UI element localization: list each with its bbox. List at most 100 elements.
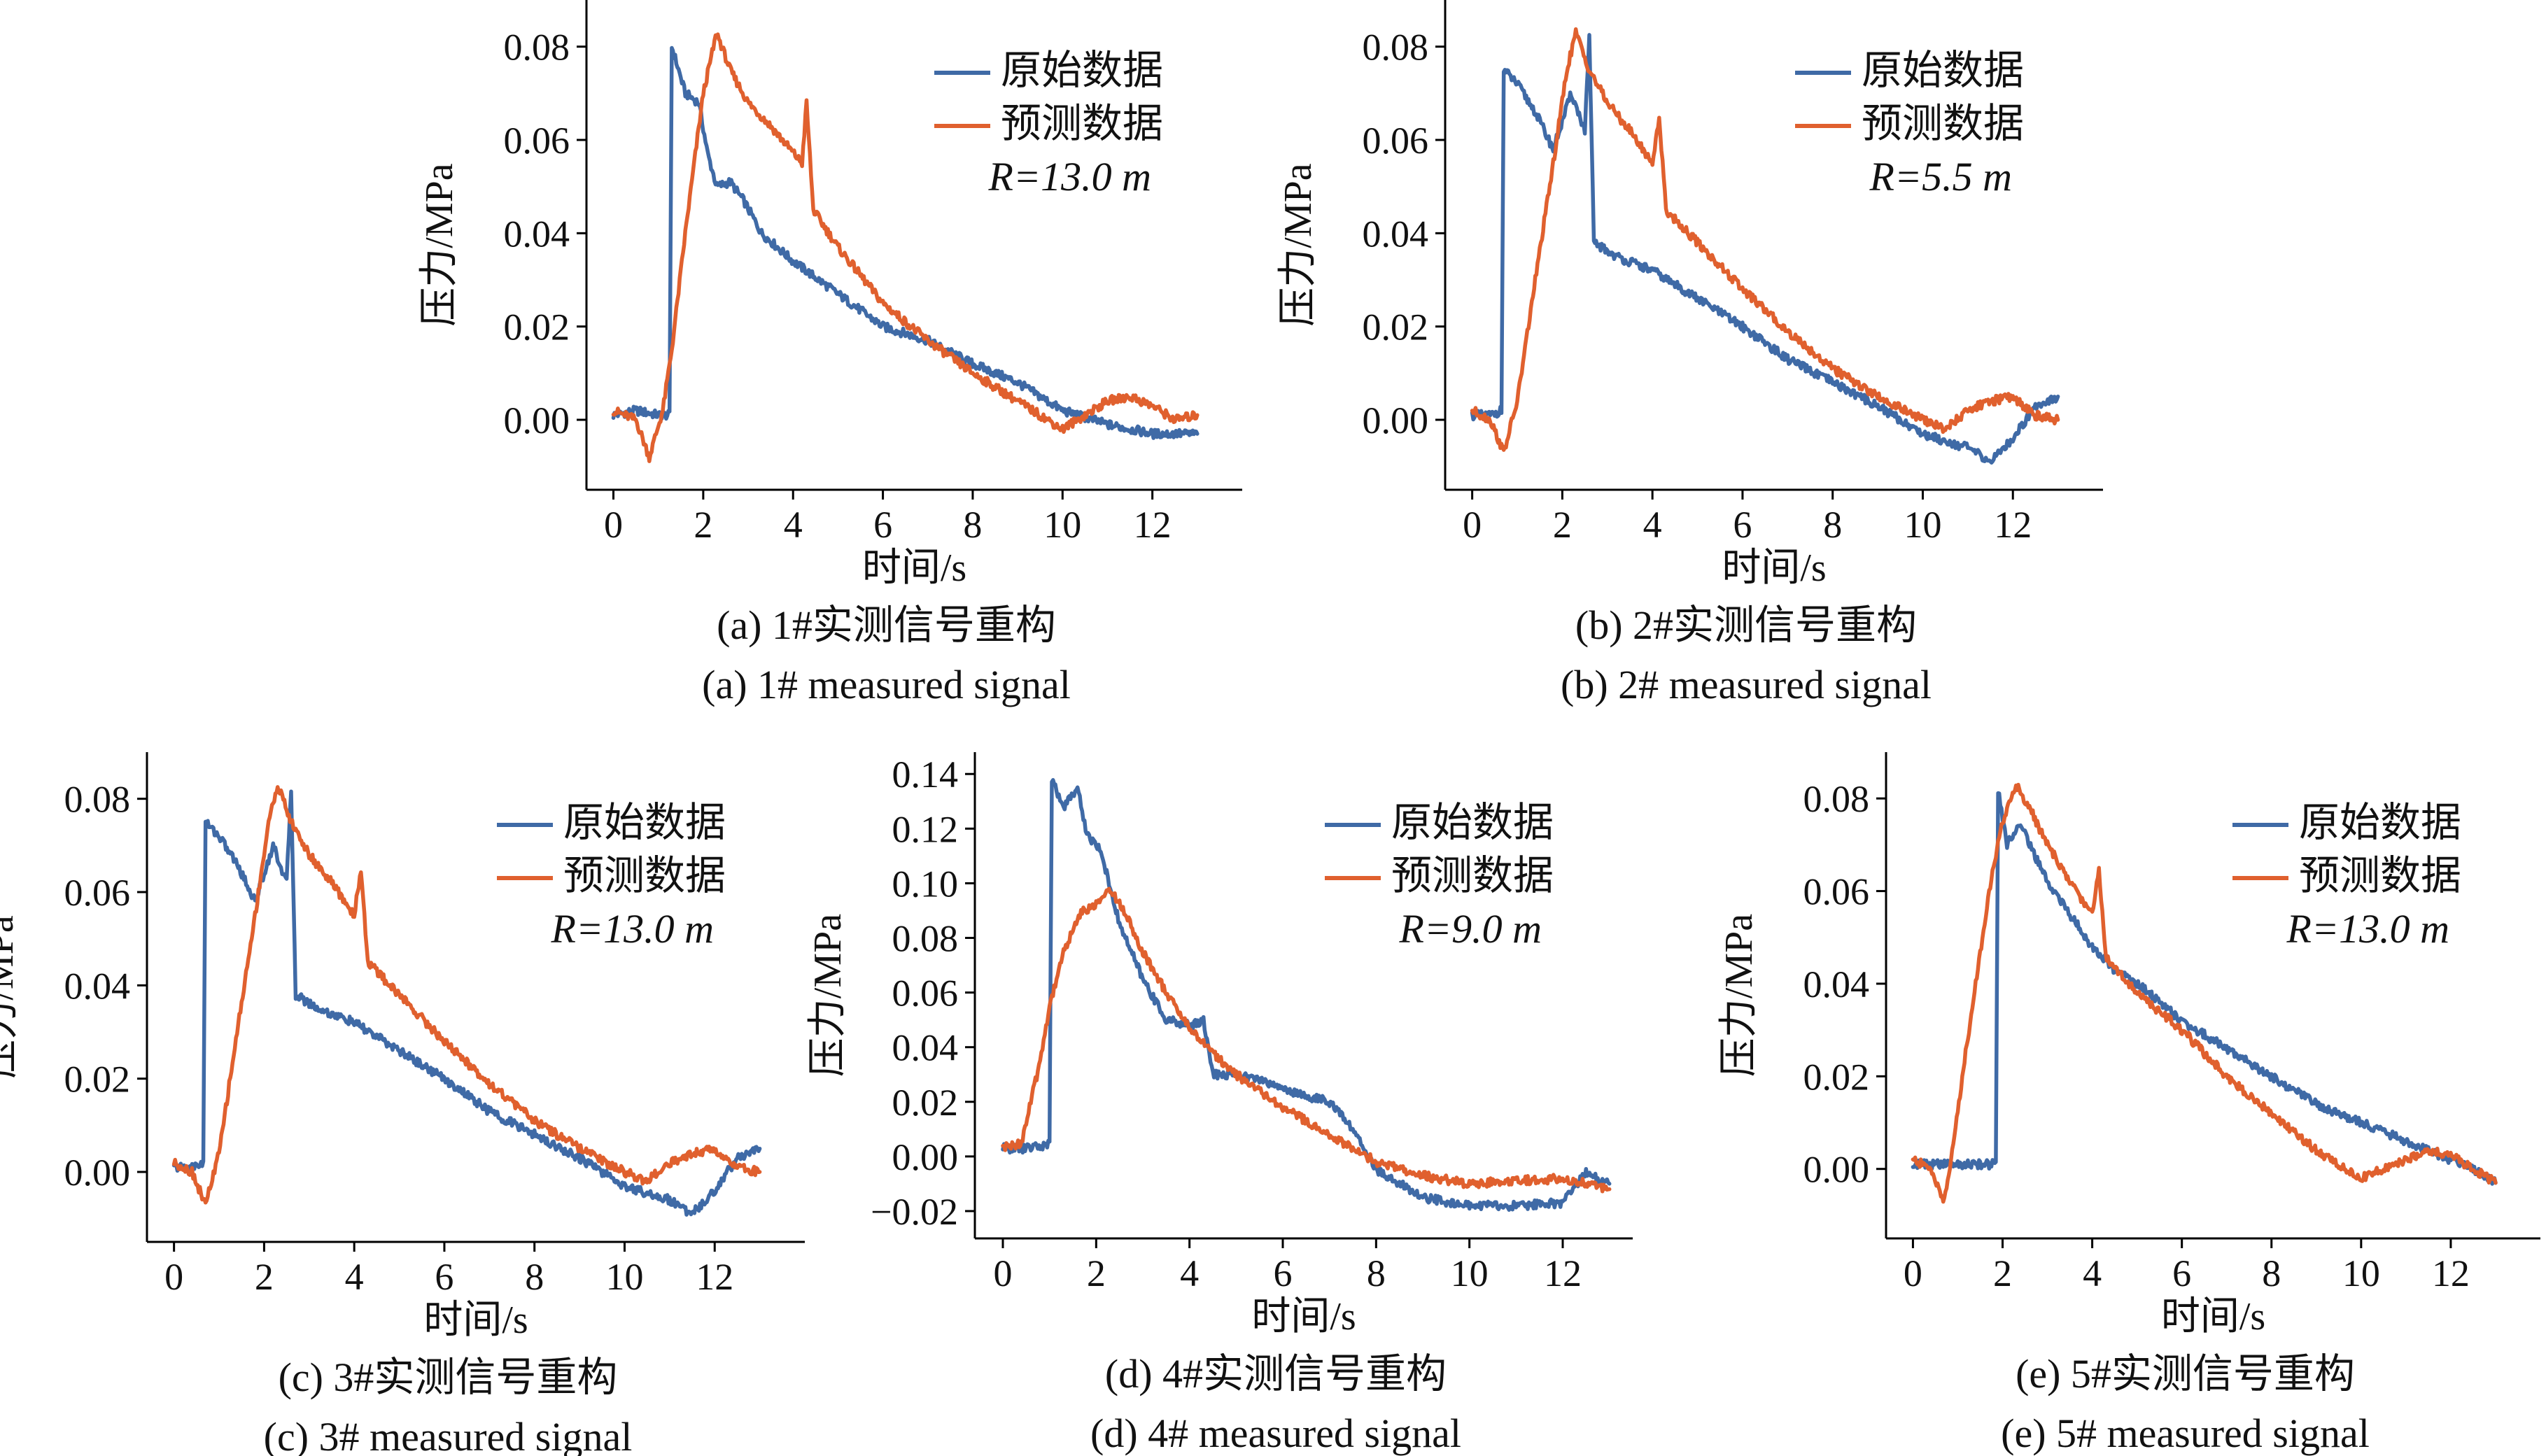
x-axis-label: 时间/s [1722,546,1826,590]
y-tick-label: 0.06 [1363,120,1429,162]
x-tick-label: 0 [1463,504,1482,546]
y-tick-label: 0.04 [1363,213,1429,255]
x-tick-label: 0 [604,504,623,546]
caption-chinese: (d) 4#实测信号重构 [1105,1351,1447,1397]
y-tick-label: 0.04 [504,213,570,255]
x-tick-label: 10 [1043,504,1081,546]
x-tick-label: 8 [1367,1252,1386,1294]
x-tick-label: 12 [696,1256,733,1298]
series-line-original [1001,778,1612,1212]
x-tick-label: 12 [1544,1252,1582,1294]
series-line-predicted [171,785,762,1205]
chart-panel-a: 0 2 4 6 8 10 12 0.00 0.02 0.04 0.06 0.08 时间/s 压力/MPa 原… [418,0,1242,707]
caption-chinese: (e) 5#实测信号重构 [2016,1351,2355,1397]
x-tick-label: 10 [1904,504,1941,546]
y-tick-label: 0.08 [64,779,131,821]
y-tick-label: 0.02 [892,1082,959,1124]
x-axis-label: 时间/s [1251,1295,1356,1338]
x-axis-label: 时间/s [862,546,966,590]
x-tick-label: 2 [255,1256,274,1298]
x-tick-label: 2 [1993,1252,2012,1294]
legend-label: 预测数据 [1391,853,1554,898]
caption-chinese: (a) 1#实测信号重构 [717,602,1056,648]
y-axis-label: 压力/MPa [0,915,22,1078]
caption-english: (e) 5# measured signal [2001,1411,2370,1456]
y-tick-label: 0.08 [1363,27,1429,69]
series-line-predicted [1470,27,2060,452]
x-tick-label: 12 [1994,504,2032,546]
x-tick-label: 0 [1904,1252,1922,1294]
chart-panel-b: 0 2 4 6 8 10 12 0.00 0.02 0.04 0.06 0.08 时间/s 压力/MPa 原… [1276,0,2103,707]
x-tick-label: 10 [605,1256,643,1298]
x-tick-label: 4 [784,504,803,546]
chart-annotation: R=13.0 m [2286,906,2449,952]
x-tick-label: 0 [994,1252,1013,1294]
chart-annotation: R=9.0 m [1399,906,1542,952]
chart-annotation: R=13.0 m [551,906,714,952]
legend-label: 原始数据 [1862,48,2024,93]
x-tick-label: 12 [2432,1252,2470,1294]
x-tick-label: 4 [1643,504,1662,546]
x-axis-label: 时间/s [423,1299,528,1342]
y-tick-label: 0.06 [1803,871,1870,913]
y-axis-label: 压力/MPa [1717,914,1761,1077]
x-tick-label: 2 [694,504,712,546]
x-tick-label: 10 [2342,1252,2380,1294]
y-tick-label: 0.04 [1803,963,1870,1005]
x-tick-label: 8 [2262,1252,2281,1294]
y-axis-label: 压力/MPa [418,163,461,326]
x-axis-label: 时间/s [2161,1295,2265,1338]
series-line-original [1911,791,2498,1186]
y-tick-label: 0.00 [1803,1149,1870,1191]
y-tick-label: 0.06 [504,120,570,162]
x-tick-label: 4 [345,1256,364,1298]
y-tick-label: 0.02 [64,1059,131,1101]
chart-annotation: R=13.0 m [988,154,1151,199]
y-tick-label: 0.00 [1363,400,1429,441]
x-tick-label: 6 [1274,1252,1293,1294]
y-tick-label: −0.02 [871,1191,958,1233]
series-line-original [171,789,762,1217]
x-tick-label: 2 [1553,504,1572,546]
series-line-predicted [1001,886,1612,1194]
x-tick-label: 0 [164,1256,183,1298]
legend-label: 预测数据 [1862,101,2024,146]
y-tick-label: 0.02 [504,306,570,348]
legend-label: 预测数据 [563,853,726,898]
x-tick-label: 8 [525,1256,544,1298]
y-tick-label: 0.08 [504,27,570,69]
y-tick-label: 0.06 [892,973,959,1015]
caption-chinese: (c) 3#实测信号重构 [279,1355,618,1400]
x-tick-label: 6 [873,504,892,546]
caption-english: (c) 3# measured signal [264,1414,633,1456]
x-tick-label: 6 [435,1256,453,1298]
y-tick-label: 0.08 [892,918,959,960]
y-tick-label: 0.06 [64,872,131,914]
y-tick-label: 0.02 [1803,1056,1870,1098]
y-tick-label: 0.02 [1363,306,1429,348]
y-tick-label: 0.04 [892,1027,959,1069]
x-tick-label: 6 [2172,1252,2191,1294]
y-tick-label: 0.10 [892,863,959,905]
y-tick-label: 0.08 [1803,778,1870,820]
series-line-original [1470,33,2060,465]
series-line-predicted [1911,782,2498,1204]
y-tick-label: 0.00 [504,400,570,441]
chart-panel-c: 0 2 4 6 8 10 12 0.00 0.02 0.04 0.06 0.08 时间/s 压力/MPa 原… [0,752,805,1456]
legend-label: 原始数据 [2299,800,2461,845]
y-tick-label: 0.12 [892,808,959,850]
series-line-predicted [611,32,1200,463]
chart-panel-e: 0 2 4 6 8 10 12 0.00 0.02 0.04 0.06 0.08 时间/s 压力/MPa 原… [1717,752,2540,1456]
x-tick-label: 10 [1451,1252,1489,1294]
caption-english: (d) 4# measured signal [1090,1411,1461,1456]
x-tick-label: 6 [1733,504,1752,546]
y-tick-label: 0.04 [64,965,131,1007]
x-tick-label: 2 [1087,1252,1106,1294]
chart-annotation: R=5.5 m [1869,154,2012,199]
y-tick-label: 0.14 [892,754,959,796]
y-axis-label: 压力/MPa [806,914,850,1077]
x-tick-label: 12 [1134,504,1172,546]
legend-label: 预测数据 [2299,853,2461,898]
y-tick-label: 0.00 [64,1152,131,1194]
